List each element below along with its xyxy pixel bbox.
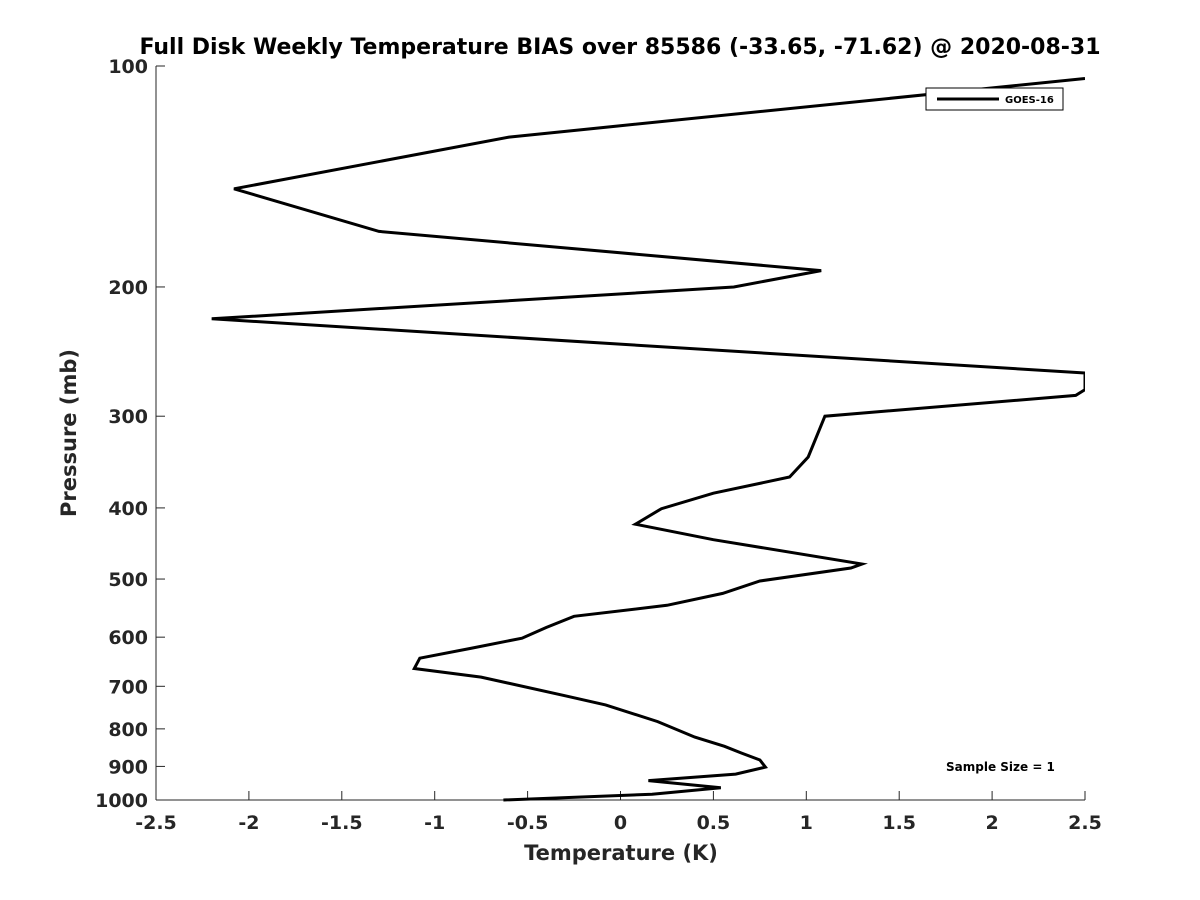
x-tick-label: 2 bbox=[985, 812, 998, 834]
legend: GOES-16 bbox=[925, 87, 1064, 111]
x-tick-label: 2.5 bbox=[1068, 812, 1102, 834]
x-tick-label: 1 bbox=[800, 812, 813, 834]
series-line-goes-16 bbox=[211, 77, 1085, 802]
y-tick-label: 500 bbox=[108, 569, 148, 591]
y-tick-label: 400 bbox=[108, 498, 148, 520]
y-tick-label: 600 bbox=[108, 627, 148, 649]
plot-area: -2.5 -2 -1.5 -1 -0.5 0 0.5 1 1.5 2 2.5 100 200 300 400… bbox=[95, 56, 1102, 834]
legend-label-goes-16: GOES-16 bbox=[1005, 95, 1054, 106]
x-tick-label: -1 bbox=[424, 812, 445, 834]
x-axis-label: Temperature (K) bbox=[524, 841, 718, 865]
x-tick-label: 1.5 bbox=[882, 812, 916, 834]
chart-title: Full Disk Weekly Temperature BIAS over 8… bbox=[139, 35, 1100, 60]
y-tick-label: 1000 bbox=[95, 790, 148, 812]
x-tick-label: 0 bbox=[614, 812, 627, 834]
data-layer bbox=[211, 77, 1085, 802]
y-tick-label: 900 bbox=[108, 756, 148, 778]
x-tick-label: -2 bbox=[238, 812, 259, 834]
x-tick-label: -2.5 bbox=[135, 812, 177, 834]
x-tick-label: -1.5 bbox=[321, 812, 363, 834]
x-tick-label: 0.5 bbox=[697, 812, 731, 834]
y-tick-label: 700 bbox=[108, 676, 148, 698]
y-tick-label: 200 bbox=[108, 277, 148, 299]
x-tick-label: -0.5 bbox=[507, 812, 549, 834]
y-tick-label: 300 bbox=[108, 406, 148, 428]
sample-size-annotation: Sample Size = 1 bbox=[946, 760, 1055, 774]
y-axis-label: Pressure (mb) bbox=[57, 349, 81, 517]
y-tick-label: 100 bbox=[108, 56, 148, 78]
y-tick-label: 800 bbox=[108, 719, 148, 741]
